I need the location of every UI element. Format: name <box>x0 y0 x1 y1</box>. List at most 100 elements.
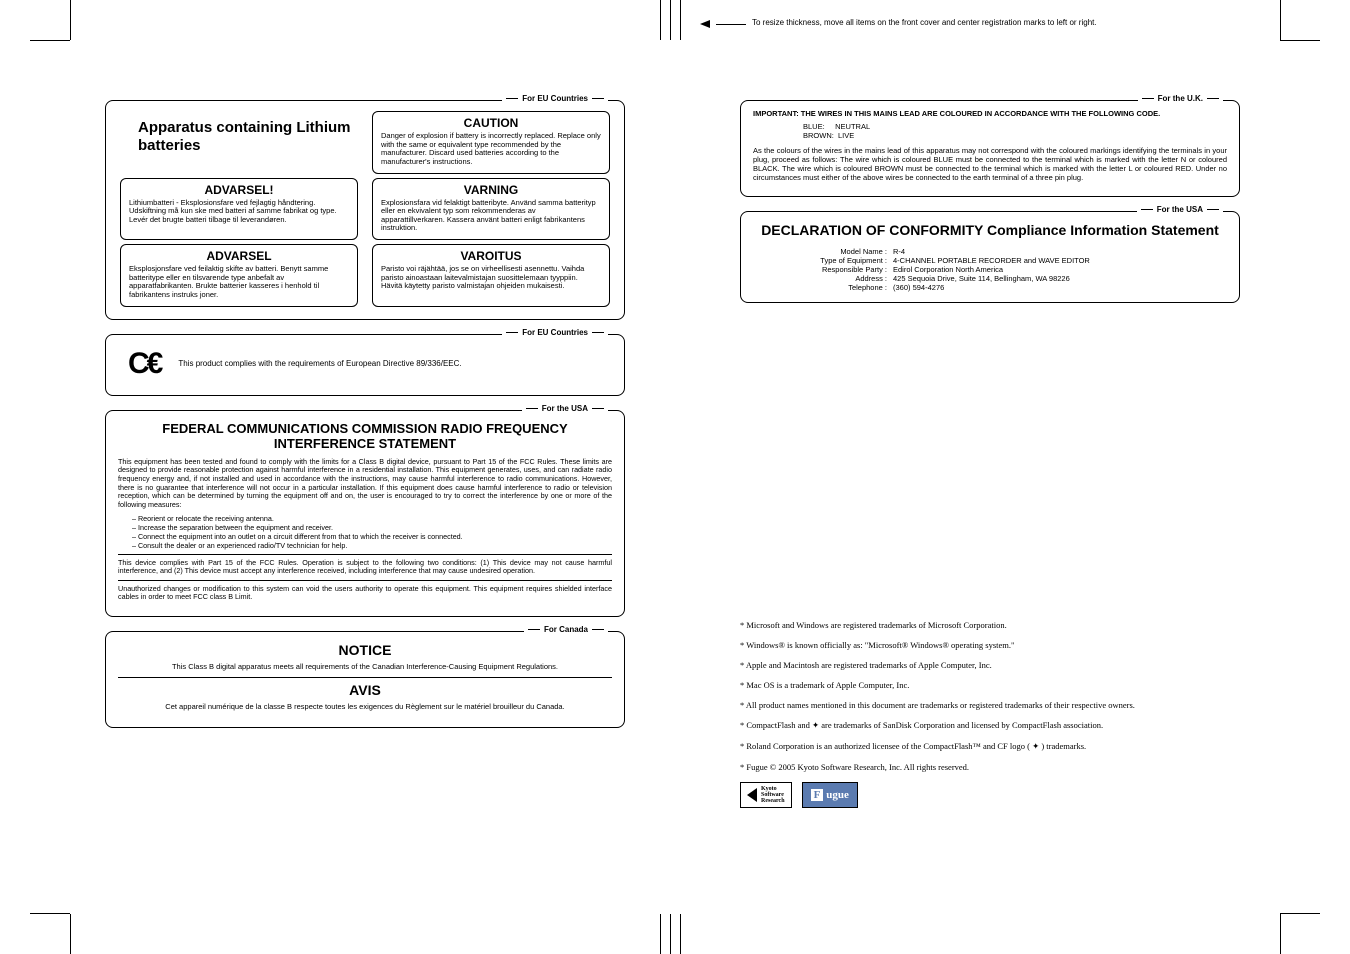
separator <box>118 554 612 555</box>
doc-value: 425 Sequoia Drive, Suite 114, Bellingham… <box>893 274 1070 283</box>
doc-label: Model Name : <box>783 247 893 256</box>
resize-note: To resize thickness, move all items on t… <box>700 18 1097 28</box>
doc-value: (360) 594-4276 <box>893 283 944 292</box>
resize-note-text: To resize thickness, move all items on t… <box>752 18 1097 27</box>
doc-box: For the USA DECLARATION OF CONFORMITY Co… <box>740 211 1240 303</box>
trademark-item: Windows® is known officially as: "Micros… <box>740 640 1240 650</box>
box-label-usa: For the USA <box>522 404 608 413</box>
doc-value: Edirol Corporation North America <box>893 265 1003 274</box>
avis-heading: AVIS <box>118 682 612 698</box>
advarsel-dk-heading: ADVARSEL! <box>129 183 349 197</box>
crop-mark <box>30 40 70 41</box>
uk-brown-value: LIVE <box>838 131 854 140</box>
fcc-bullet: – Reorient or relocate the receiving ant… <box>132 514 612 523</box>
crop-mark <box>1280 0 1281 40</box>
varning-text: Explosionsfara vid felaktigt batteribyte… <box>381 199 601 234</box>
advarsel-dk-text: Lithiumbatteri - Eksplosionsfare ved fej… <box>129 199 349 225</box>
crop-mark <box>1280 40 1320 41</box>
crop-mark <box>70 914 71 954</box>
left-column: For EU Countries Apparatus containing Li… <box>105 100 625 742</box>
doc-row: Type of Equipment :4-CHANNEL PORTABLE RE… <box>783 256 1227 265</box>
fugue-logo: F ugue <box>802 782 858 808</box>
lithium-box: For EU Countries Apparatus containing Li… <box>105 100 625 320</box>
fugue-f-icon: F <box>811 789 824 801</box>
kyoto-logo-text: Kyoto Software Research <box>761 786 785 804</box>
ce-box: For EU Countries C€ This product complie… <box>105 334 625 396</box>
uk-colors: BLUE: NEUTRAL BROWN: LIVE <box>803 122 1227 140</box>
trademark-item: Apple and Macintosh are registered trade… <box>740 660 1240 670</box>
trademarks-section: Microsoft and Windows are registered tra… <box>740 620 1240 808</box>
crop-mark <box>670 914 671 954</box>
box-label-usa2: For the USA <box>1137 205 1223 214</box>
fcc-p1: This equipment has been tested and found… <box>118 458 612 510</box>
kyoto-logo: Kyoto Software Research <box>740 782 792 808</box>
doc-table: Model Name :R-4 Type of Equipment :4-CHA… <box>783 247 1227 292</box>
varoitus-box: VAROITUS Paristo voi räjähtää, jos se on… <box>372 244 610 307</box>
uk-para: As the colours of the wires in the mains… <box>753 146 1227 182</box>
box-label-canada: For Canada <box>524 625 608 634</box>
crop-mark <box>660 914 661 954</box>
doc-label: Address : <box>783 274 893 283</box>
crop-mark <box>1280 914 1281 954</box>
separator <box>118 677 612 678</box>
fugue-logo-text: ugue <box>826 789 849 801</box>
doc-value: R-4 <box>893 247 905 256</box>
notice-heading: NOTICE <box>118 642 612 658</box>
doc-value: 4-CHANNEL PORTABLE RECORDER and WAVE EDI… <box>893 256 1090 265</box>
doc-row: Telephone :(360) 594-4276 <box>783 283 1227 292</box>
box-label-eu2: For EU Countries <box>502 328 608 337</box>
crop-mark <box>30 913 70 914</box>
doc-title: DECLARATION OF CONFORMITY Compliance Inf… <box>753 222 1227 239</box>
canada-box: For Canada NOTICE This Class B digital a… <box>105 631 625 728</box>
box-label-uk: For the U.K. <box>1138 94 1223 103</box>
doc-row: Model Name :R-4 <box>783 247 1227 256</box>
varoitus-heading: VAROITUS <box>381 249 601 263</box>
fcc-bullet: – Consult the dealer or an experienced r… <box>132 541 612 550</box>
caution-heading: CAUTION <box>381 116 601 130</box>
uk-blue-label: BLUE: <box>803 122 825 131</box>
fcc-box: For the USA FEDERAL COMMUNICATIONS COMMI… <box>105 410 625 618</box>
notice-text: This Class B digital apparatus meets all… <box>118 662 612 671</box>
trademark-item: Mac OS is a trademark of Apple Computer,… <box>740 680 1240 690</box>
fcc-title: FEDERAL COMMUNICATIONS COMMISSION RADIO … <box>118 421 612 452</box>
arrow-left-icon <box>700 20 710 28</box>
varning-box: VARNING Explosionsfara vid felaktigt bat… <box>372 178 610 241</box>
box-label-eu: For EU Countries <box>502 94 608 103</box>
doc-label: Responsible Party : <box>783 265 893 274</box>
doc-row: Address :425 Sequoia Drive, Suite 114, B… <box>783 274 1227 283</box>
advarsel-dk-box: ADVARSEL! Lithiumbatteri - Eksplosionsfa… <box>120 178 358 241</box>
uk-important-text: IMPORTANT: THE WIRES IN THIS MAINS LEAD … <box>753 109 1160 118</box>
crop-mark <box>670 0 671 40</box>
doc-label: Telephone : <box>783 283 893 292</box>
caution-text: Danger of explosion if battery is incorr… <box>381 132 601 167</box>
varoitus-text: Paristo voi räjähtää, jos se on virheell… <box>381 265 601 291</box>
varning-heading: VARNING <box>381 183 601 197</box>
caution-box: CAUTION Danger of explosion if battery i… <box>372 111 610 174</box>
fcc-bullet: – Increase the separation between the eq… <box>132 523 612 532</box>
lithium-title: Apparatus containing Lithium batteries <box>118 109 360 176</box>
right-column: For the U.K. IMPORTANT: THE WIRES IN THI… <box>740 100 1240 317</box>
trademark-item: Microsoft and Windows are registered tra… <box>740 620 1240 630</box>
advarsel-no-text: Eksplosjonsfare ved feilaktig skifte av … <box>129 265 349 300</box>
doc-label: Type of Equipment : <box>783 256 893 265</box>
crop-mark <box>680 914 681 954</box>
doc-row: Responsible Party :Edirol Corporation No… <box>783 265 1227 274</box>
crop-mark <box>70 0 71 40</box>
crop-mark <box>660 0 661 40</box>
crop-mark <box>1280 913 1320 914</box>
ce-mark-icon: C€ <box>128 347 160 381</box>
fcc-bullets: – Reorient or relocate the receiving ant… <box>132 514 612 550</box>
trademark-item: Roland Corporation is an authorized lice… <box>740 741 1240 752</box>
advarsel-no-box: ADVARSEL Eksplosjonsfare ved feilaktig s… <box>120 244 358 307</box>
trademark-item: CompactFlash and ✦ are trademarks of San… <box>740 720 1240 731</box>
lithium-heading: Apparatus containing Lithium batteries <box>138 119 352 155</box>
ce-text: This product complies with the requireme… <box>178 359 461 368</box>
uk-important: IMPORTANT: THE WIRES IN THIS MAINS LEAD … <box>753 109 1227 118</box>
triangle-left-icon <box>747 788 757 802</box>
fcc-p2: This device complies with Part 15 of the… <box>118 559 612 576</box>
fcc-p3: Unauthorized changes or modification to … <box>118 585 612 602</box>
uk-box: For the U.K. IMPORTANT: THE WIRES IN THI… <box>740 100 1240 197</box>
separator <box>118 580 612 581</box>
crop-mark <box>680 0 681 40</box>
fcc-bullet: – Connect the equipment into an outlet o… <box>132 532 612 541</box>
